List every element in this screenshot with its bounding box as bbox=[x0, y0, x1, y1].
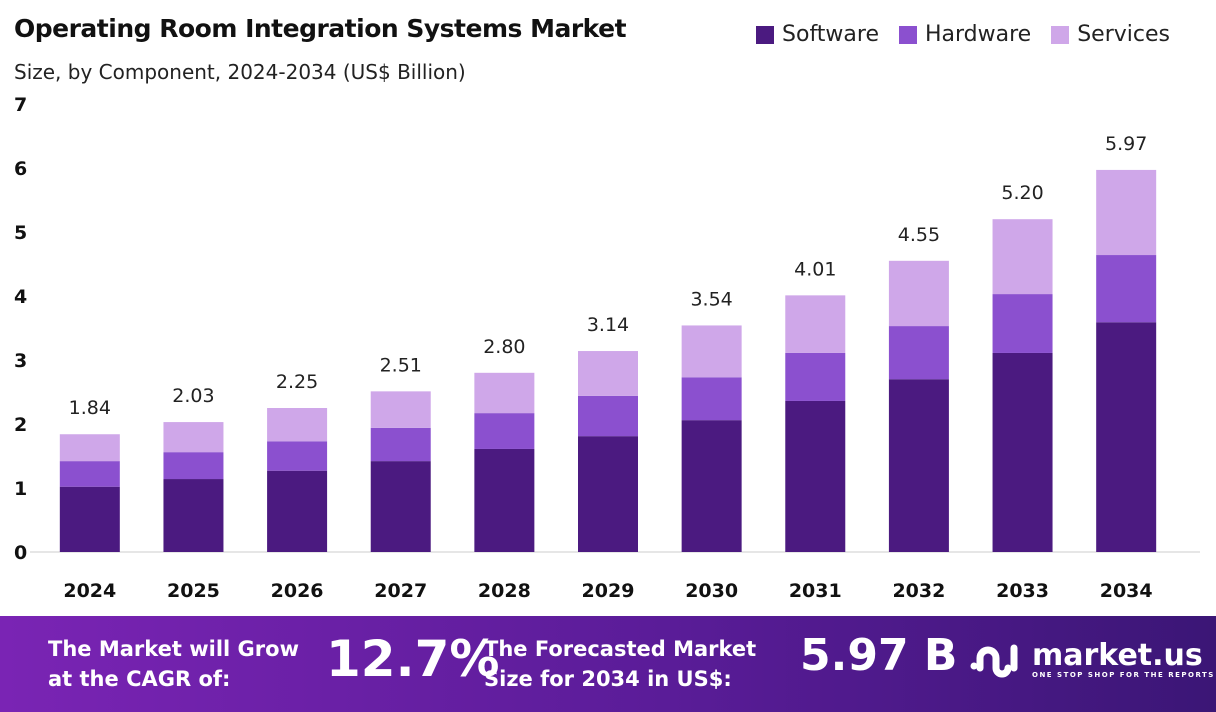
x-tick-label: 2030 bbox=[685, 580, 738, 602]
x-tick-label: 2025 bbox=[167, 580, 220, 602]
x-tick-label: 2034 bbox=[1100, 580, 1153, 602]
legend-item: Software bbox=[756, 22, 879, 47]
bar-segment-software bbox=[888, 379, 949, 552]
total-data-label: 5.20 bbox=[1001, 182, 1043, 204]
legend-swatch bbox=[756, 25, 775, 44]
bar-segment-hardware bbox=[59, 461, 120, 487]
x-tick-label: 2027 bbox=[374, 580, 427, 602]
brand-name: market.us bbox=[1032, 638, 1203, 673]
chart-subtitle: Size, by Component, 2024-2034 (US$ Billi… bbox=[14, 60, 466, 84]
bar-segment-services bbox=[681, 325, 742, 378]
y-tick-label: 1 bbox=[14, 478, 27, 500]
x-tick-label: 2031 bbox=[789, 580, 842, 602]
bar-segment-services bbox=[1096, 169, 1157, 256]
logo-icon bbox=[970, 644, 1018, 678]
bar-segment-hardware bbox=[681, 377, 742, 421]
total-data-label: 2.51 bbox=[380, 354, 422, 376]
bar-segment-hardware bbox=[370, 427, 431, 462]
x-tick-label: 2032 bbox=[892, 580, 945, 602]
bar-segment-hardware bbox=[785, 352, 846, 401]
x-tick-label: 2028 bbox=[478, 580, 531, 602]
bar-segment-software bbox=[578, 436, 638, 552]
total-data-label: 1.84 bbox=[69, 397, 111, 419]
y-tick-label: 2 bbox=[14, 414, 27, 436]
legend: Software Hardware Services bbox=[756, 22, 1170, 47]
y-tick-label: 6 bbox=[14, 158, 27, 180]
bar-segment-software bbox=[1096, 322, 1157, 552]
x-tick-label: 2026 bbox=[271, 580, 324, 602]
total-data-label: 2.80 bbox=[483, 336, 525, 358]
bar-segment-services bbox=[578, 351, 638, 396]
y-tick-label: 4 bbox=[14, 286, 27, 308]
bar-segment-software bbox=[163, 479, 224, 552]
bar-segment-software bbox=[267, 470, 328, 552]
legend-item: Services bbox=[1051, 22, 1170, 47]
legend-swatch bbox=[899, 25, 917, 44]
x-tick-label: 2029 bbox=[582, 580, 635, 602]
bar-segment-services bbox=[267, 408, 328, 442]
footer-banner: The Market will Grow at the CAGR of: 12.7… bbox=[0, 616, 1216, 712]
x-tick-label: 2024 bbox=[63, 580, 116, 602]
y-tick-label: 0 bbox=[14, 542, 27, 564]
total-data-label: 4.55 bbox=[898, 224, 940, 246]
bar-segment-services bbox=[370, 391, 431, 428]
bar-segment-hardware bbox=[888, 326, 949, 380]
bar-segment-software bbox=[59, 486, 120, 552]
marketus-logo: market.us ONE STOP SHOP FOR THE REPORTS bbox=[970, 638, 1215, 682]
legend-item: Hardware bbox=[899, 22, 1031, 47]
bar-segment-software bbox=[370, 461, 431, 552]
y-tick-label: 3 bbox=[14, 350, 27, 372]
forecast-label-line1: The Forecasted Market bbox=[484, 637, 757, 661]
bar-segment-hardware bbox=[992, 294, 1053, 353]
brand-tagline: ONE STOP SHOP FOR THE REPORTS bbox=[1032, 671, 1215, 679]
forecast-label: The Forecasted Market Size for 2034 in US… bbox=[484, 634, 756, 694]
bar-segment-services bbox=[163, 422, 224, 453]
bar-segment-software bbox=[992, 352, 1053, 552]
x-tick-label: 2033 bbox=[996, 580, 1049, 602]
bar-segment-hardware bbox=[1096, 255, 1157, 323]
bar-segment-software bbox=[785, 400, 846, 552]
total-data-label: 4.01 bbox=[794, 258, 836, 280]
cagr-value: 12.7% bbox=[326, 630, 500, 688]
forecast-value: 5.97 B bbox=[800, 630, 958, 681]
legend-label: Hardware bbox=[925, 22, 1032, 47]
bar-segment-hardware bbox=[578, 395, 638, 437]
bar-segment-services bbox=[992, 219, 1053, 295]
bar-segment-hardware bbox=[267, 441, 328, 471]
y-tick-label: 5 bbox=[14, 222, 27, 244]
bar-segment-services bbox=[59, 434, 120, 462]
total-data-label: 2.03 bbox=[172, 385, 214, 407]
stacked-bar-chart: 0 1 2 3 4 5 6 7 1.84 2024 2.03 2025 2.25 2026 2.51 2027… bbox=[14, 94, 1200, 602]
chart-title: Operating Room Integration Systems Marke… bbox=[14, 14, 627, 43]
total-data-label: 3.14 bbox=[587, 314, 629, 336]
total-data-label: 5.97 bbox=[1105, 133, 1147, 155]
forecast-label-line2: Size for 2034 in US$: bbox=[484, 667, 732, 691]
total-data-label: 2.25 bbox=[276, 371, 318, 393]
y-tick-label: 7 bbox=[14, 94, 27, 116]
bar-segment-hardware bbox=[474, 413, 535, 449]
bar-segment-services bbox=[474, 372, 535, 414]
bar-segment-software bbox=[681, 420, 742, 552]
cagr-label-line1: The Market will Grow bbox=[48, 637, 299, 661]
bar-segment-services bbox=[785, 295, 846, 353]
bar-segment-software bbox=[474, 448, 535, 552]
bar-segment-services bbox=[888, 260, 949, 327]
total-data-label: 3.54 bbox=[690, 288, 732, 310]
legend-swatch bbox=[1051, 25, 1070, 44]
bar-segment-hardware bbox=[163, 452, 224, 480]
legend-label: Services bbox=[1077, 22, 1170, 47]
cagr-label-line2: at the CAGR of: bbox=[48, 667, 231, 691]
cagr-label: The Market will Grow at the CAGR of: bbox=[48, 634, 299, 694]
legend-label: Software bbox=[782, 22, 879, 47]
